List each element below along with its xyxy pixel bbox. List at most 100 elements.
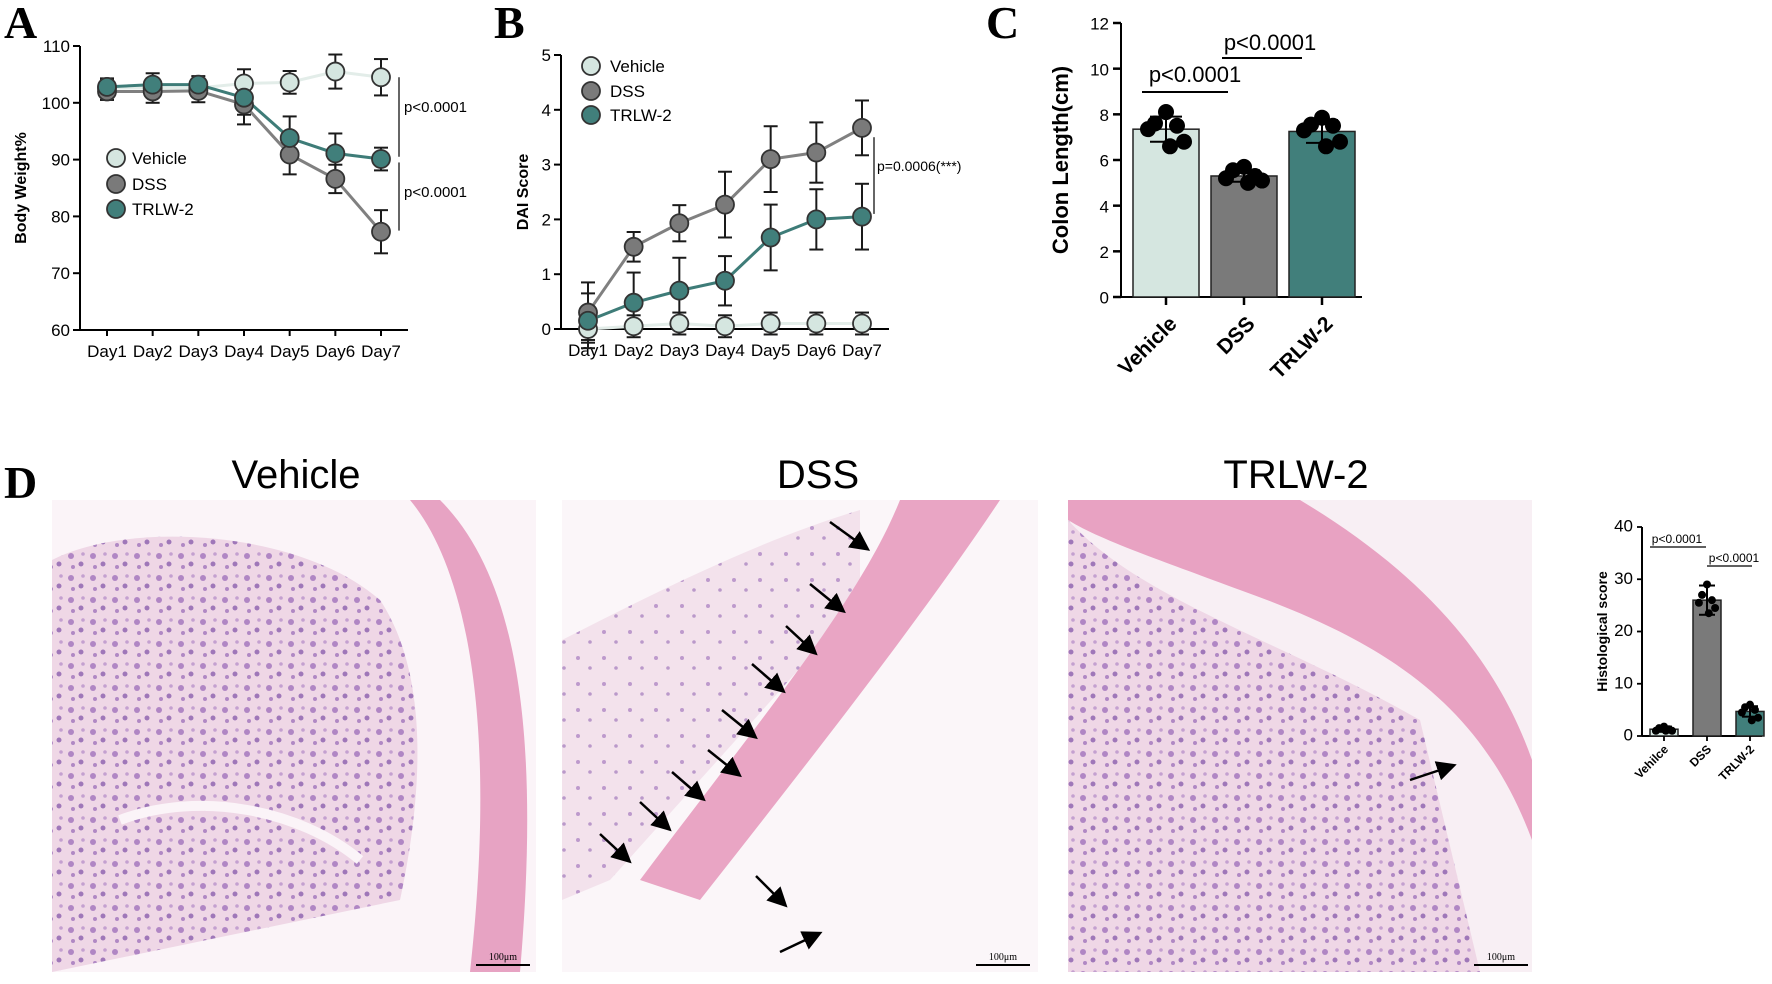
p-value-label: p<0.0001: [1709, 551, 1760, 565]
y-tick-label: 20: [1614, 621, 1633, 640]
legend-label: TRLW-2: [132, 200, 194, 219]
data-point: [279, 128, 300, 148]
mucosa-region: [562, 510, 860, 900]
bar: [1288, 130, 1356, 298]
histology-image-dss: DSS 100μm: [562, 453, 1038, 972]
data-point: [715, 194, 735, 215]
p-value-label: p=0.0006(***): [877, 158, 961, 174]
data-point: [1754, 713, 1763, 722]
data-point: [760, 149, 781, 170]
data-point: [715, 316, 735, 337]
x-tick-label: TRLW-2: [1266, 312, 1337, 383]
arrow-icon: [671, 771, 706, 802]
arrow-icon: [721, 709, 758, 740]
chart-a-body-weight: 60 70 80 90 100 110 Day1 Day2 Day3 Day4 Day5 Day6 Da…: [13, 37, 467, 361]
y-tick-label: 30: [1614, 569, 1633, 588]
data-point: [188, 74, 209, 95]
legend-label: Vehicle: [132, 149, 187, 168]
data-point: [142, 74, 163, 95]
x-tick-label: DSS: [1213, 312, 1260, 359]
data-point: [97, 76, 117, 97]
y-tick-label: 2: [542, 210, 551, 229]
data-point: [760, 227, 781, 248]
y-tick-label: 4: [542, 101, 551, 120]
data-point: [1218, 170, 1234, 187]
p-value-label: p<0.0001: [404, 184, 467, 201]
y-tick-label: 4: [1100, 197, 1109, 216]
x-tick-label: Day4: [705, 341, 745, 360]
y-tick-label: 8: [1100, 106, 1109, 125]
x-tick-label: Day6: [796, 341, 836, 360]
panel-letter-d: D: [4, 457, 37, 508]
x-tick-label: Day1: [568, 341, 608, 360]
y-tick-label: 60: [51, 321, 70, 340]
y-axis-label: Histological score: [1594, 571, 1610, 692]
legend-marker: [106, 199, 126, 219]
scale-bar-label: 100μm: [1487, 952, 1515, 963]
legend-marker: [581, 56, 601, 76]
data-point: [1162, 138, 1178, 155]
y-tick-label: 10: [1614, 673, 1633, 692]
chart-d-histological-score: 0 10 20 30 40 Vehilce DSS TRLW-2 Histological sc…: [1594, 517, 1765, 784]
data-point: [1332, 133, 1348, 150]
scale-bar-label: 100μm: [989, 952, 1017, 963]
y-tick-label: 12: [1090, 15, 1109, 34]
data-point: [669, 313, 690, 334]
arrow-icon: [809, 583, 846, 614]
arrow-icon: [785, 625, 818, 656]
data-point: [1651, 726, 1660, 735]
p-value-label: p<0.0001: [1149, 62, 1241, 87]
arrow-icon: [751, 663, 786, 694]
data-point: [669, 213, 690, 234]
mucosa-region: [52, 536, 418, 972]
data-point: [1694, 598, 1703, 607]
bar: [1132, 128, 1200, 298]
y-tick-label: 80: [51, 207, 70, 226]
data-point: [1704, 609, 1713, 618]
scale-bar-label: 100μm: [489, 952, 517, 963]
data-point: [623, 316, 644, 337]
x-tick-label: Day7: [842, 341, 882, 360]
y-tick-label: 0: [1624, 726, 1633, 745]
data-point: [234, 87, 254, 108]
arrow-icon: [707, 749, 742, 778]
data-point: [1176, 133, 1192, 150]
legend-label: TRLW-2: [610, 106, 672, 125]
chart-b-dai-score: 0 1 2 3 4 5 Day1 Day2 Day3 Day4 Day5 Day6 Day7 DAI Sc…: [515, 46, 961, 360]
data-point: [1707, 596, 1716, 605]
mucosa-region: [1068, 520, 1480, 972]
image-title-vehicle: Vehicle: [232, 453, 361, 497]
lumen-gap: [118, 800, 364, 864]
legend-label: DSS: [610, 82, 645, 101]
x-tick-label: Day3: [178, 342, 218, 361]
y-tick-label: 2: [1100, 243, 1109, 262]
data-point: [1711, 603, 1720, 612]
y-tick-label: 70: [51, 264, 70, 283]
data-point: [1254, 172, 1270, 189]
y-axis-label: Colon Length(cm): [1048, 66, 1073, 254]
muscle-layer: [640, 500, 1000, 900]
y-tick-label: 0: [1100, 289, 1109, 308]
data-point: [1747, 716, 1756, 725]
data-point: [1698, 590, 1707, 599]
arrow-icon: [599, 833, 632, 864]
y-axis-label: Body Weight%: [13, 132, 30, 244]
x-tick-label: TRLW-2: [1716, 742, 1758, 784]
panel-letter-a: A: [4, 0, 37, 48]
p-value-label: p<0.0001: [1652, 532, 1703, 546]
data-point: [279, 72, 300, 93]
image-title-dss: DSS: [777, 453, 859, 497]
data-point: [325, 169, 346, 189]
x-tick-label: Vehicle: [1114, 312, 1181, 379]
arrow-icon: [829, 520, 871, 551]
histology-image-trlw2: TRLW-2 100μm: [1068, 453, 1532, 972]
arrow-icon: [779, 931, 823, 954]
p-value-label: p<0.0001: [1224, 30, 1316, 55]
data-point: [371, 221, 391, 242]
data-point: [852, 206, 872, 227]
histology-image-vehicle: Vehicle 100μm: [52, 453, 536, 972]
y-tick-label: 90: [51, 151, 70, 170]
data-point: [1750, 705, 1759, 714]
data-point: [623, 292, 644, 313]
